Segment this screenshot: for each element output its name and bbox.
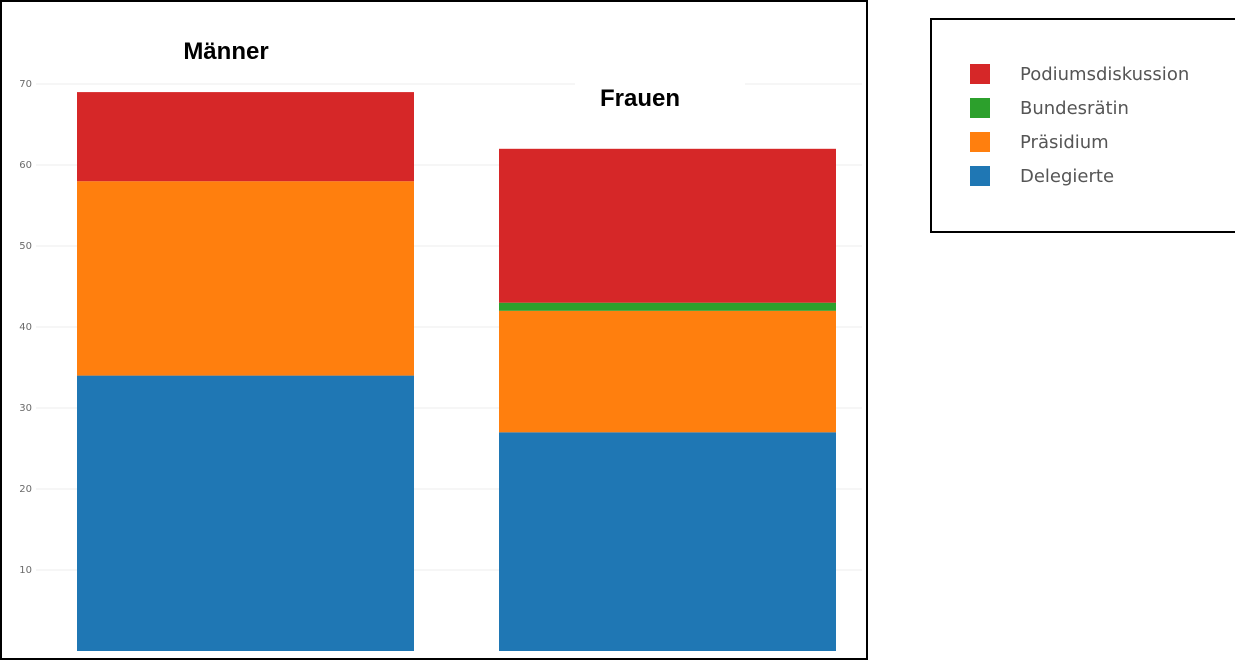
legend-item-podiumsdiskussion[interactable]: Podiumsdiskussion [970, 62, 1189, 86]
stacked-bar-chart: 10 20 30 40 50 60 70 Männer Frauen [19, 38, 862, 651]
y-tick-label: 10 [19, 565, 32, 576]
category-label-background [575, 79, 745, 143]
legend-label: Podiumsdiskussion [1020, 63, 1190, 85]
legend-swatch [970, 166, 990, 186]
y-tick-label: 60 [19, 160, 32, 171]
legend-label: Bundesrätin [1020, 97, 1129, 119]
legend-swatch [970, 132, 990, 152]
legend-swatch [970, 98, 990, 118]
bar-bundesrätin-frauen[interactable] [499, 302, 836, 311]
category-label-frauen: Frauen [600, 85, 680, 112]
chart-frame: 10 20 30 40 50 60 70 Männer Frauen [0, 0, 868, 660]
legend-swatch [970, 64, 990, 84]
legend-item-präsidium[interactable]: Präsidium [970, 130, 1109, 154]
legend-label: Präsidium [1020, 131, 1109, 153]
y-tick-label: 70 [19, 79, 32, 90]
y-tick-label: 20 [19, 484, 32, 495]
legend-item-delegierte[interactable]: Delegierte [970, 164, 1114, 188]
category-label-männer: Männer [183, 38, 268, 65]
y-tick-label: 50 [19, 241, 32, 252]
bar-delegierte-frauen[interactable] [499, 432, 836, 651]
bar-delegierte-männer[interactable] [77, 375, 414, 651]
bar-präsidium-männer[interactable] [77, 181, 414, 376]
legend-item-bundesrätin[interactable]: Bundesrätin [970, 96, 1129, 120]
legend-label: Delegierte [1020, 165, 1115, 187]
legend: Podiumsdiskussion Bundesrätin Präsidium Del… [930, 18, 1235, 233]
bar-podiumsdiskussion-männer[interactable] [77, 92, 414, 182]
bar-podiumsdiskussion-frauen[interactable] [499, 148, 836, 303]
y-tick-label: 40 [19, 322, 32, 333]
y-tick-label: 30 [19, 403, 32, 414]
bar-präsidium-frauen[interactable] [499, 310, 836, 433]
